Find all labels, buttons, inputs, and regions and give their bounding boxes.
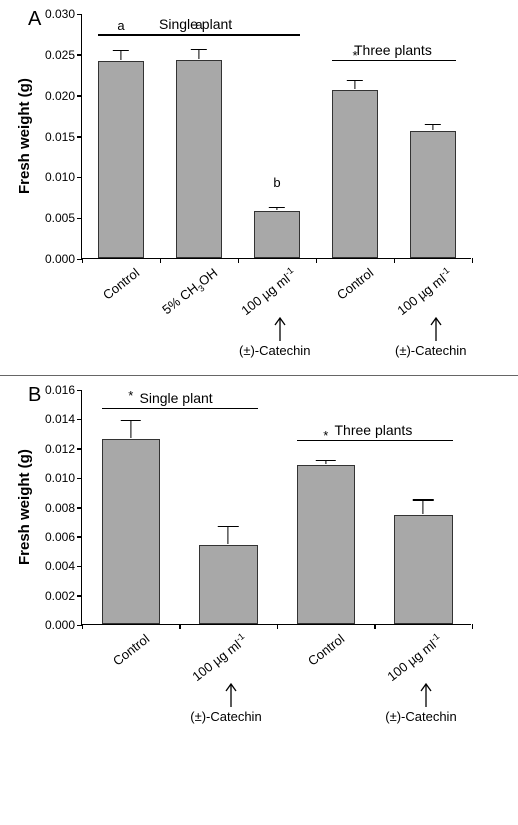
- x-category-label: 100 µg ml-1: [184, 631, 251, 688]
- panel-B-xlabels: Control 100 µg ml-1 (±)-Catechin Control 100…: [82, 625, 472, 735]
- panel-A: A Fresh weight (g) 0.0000.0050.0100.0150…: [0, 0, 518, 375]
- ytick-label: 0.010: [45, 471, 75, 485]
- x-category-label: 100 µg ml-1: [232, 265, 299, 322]
- panel-A-plot: aab*Single plantThree plants: [81, 14, 471, 259]
- catechin-label: (±)-Catechin: [190, 709, 261, 724]
- ytick-mark: [77, 419, 82, 421]
- ytick-label: 0.014: [45, 412, 75, 426]
- group-bracket: [102, 408, 258, 410]
- error-cap: [121, 420, 141, 421]
- ytick-mark: [77, 566, 82, 568]
- bar: [394, 515, 453, 624]
- ytick-label: 0.025: [45, 48, 75, 62]
- ytick-mark: [77, 136, 82, 138]
- bar: *: [332, 90, 379, 258]
- error-cap: [316, 460, 336, 461]
- group-bracket: [332, 60, 457, 62]
- ytick-label: 0.030: [45, 7, 75, 21]
- bar: [410, 131, 457, 258]
- arrow-icon: [224, 679, 238, 707]
- group-bracket: [98, 34, 301, 36]
- ytick-mark: [77, 390, 82, 392]
- panel-A-xlabels: Control5% CH3OH100 µg ml-1(±)-CatechinCo…: [82, 259, 472, 369]
- bar: [199, 545, 258, 624]
- ytick-mark: [77, 448, 82, 450]
- panel-B-plot: * * Single plant Three plants: [81, 390, 471, 625]
- ytick-label: 0.005: [45, 211, 75, 225]
- x-category-label: Control: [76, 265, 142, 321]
- error-cap: [113, 50, 129, 51]
- ytick-label: 0.008: [45, 501, 75, 515]
- error-cap: [269, 207, 285, 208]
- bar: *: [297, 465, 356, 624]
- catechin-label: (±)-Catechin: [239, 343, 310, 358]
- error-bar: [198, 49, 199, 59]
- error-bar: [120, 50, 121, 60]
- panel-B-chart: Fresh weight (g) 0.0000.0020.0040.0060.0…: [14, 390, 508, 625]
- x-category-label: Control: [86, 631, 152, 687]
- panel-A-ylabel: Fresh weight (g): [14, 14, 35, 259]
- group-bracket: [297, 440, 453, 442]
- arrow-icon: [419, 679, 433, 707]
- bar: a: [98, 61, 145, 258]
- ytick-mark: [77, 95, 82, 97]
- catechin-label: (±)-Catechin: [395, 343, 466, 358]
- ytick-mark: [77, 14, 82, 16]
- catechin-label: (±)-Catechin: [385, 709, 456, 724]
- x-category-label: Control: [310, 265, 376, 321]
- error-cap: [218, 526, 238, 527]
- panel-B: B Fresh weight (g) 0.0000.0020.0040.0060…: [0, 375, 518, 741]
- ytick-label: 0.000: [45, 252, 75, 266]
- error-cap: [413, 499, 433, 500]
- ytick-label: 0.015: [45, 130, 75, 144]
- ytick-label: 0.016: [45, 383, 75, 397]
- arrow-icon: [429, 313, 443, 341]
- ytick-label: 0.012: [45, 442, 75, 456]
- error-bar: [354, 80, 355, 89]
- ytick-label: 0.002: [45, 589, 75, 603]
- figure: A Fresh weight (g) 0.0000.0050.0100.0150…: [0, 0, 518, 741]
- ytick-mark: [77, 507, 82, 509]
- group-label: Single plant: [140, 390, 213, 406]
- error-cap: [191, 49, 207, 50]
- error-bar: [130, 420, 131, 438]
- ytick-mark: [77, 595, 82, 597]
- bar: *: [102, 439, 161, 624]
- ytick-label: 0.006: [45, 530, 75, 544]
- arrow-icon: [273, 313, 287, 341]
- group-label: Three plants: [335, 422, 413, 438]
- panel-B-yaxis: 0.0000.0020.0040.0060.0080.0100.0120.014…: [35, 390, 81, 625]
- panel-B-ylabel: Fresh weight (g): [14, 390, 35, 625]
- panel-A-yaxis: 0.0000.0050.0100.0150.0200.0250.030: [35, 14, 81, 259]
- group-label: Single plant: [159, 16, 232, 32]
- ytick-label: 0.004: [45, 559, 75, 573]
- x-category-label: 5% CH3OH: [154, 265, 222, 323]
- ytick-mark: [77, 54, 82, 56]
- ytick-mark: [77, 218, 82, 220]
- error-bar: [228, 526, 229, 544]
- ytick-mark: [77, 478, 82, 480]
- x-category-label: 100 µg ml-1: [388, 265, 455, 322]
- x-category-label: Control: [281, 631, 347, 687]
- bar: b: [254, 211, 301, 258]
- ytick-mark: [77, 536, 82, 538]
- ytick-label: 0.010: [45, 170, 75, 184]
- ytick-mark: [77, 177, 82, 179]
- error-bar: [423, 500, 424, 515]
- bar-sig-label: b: [255, 175, 300, 190]
- error-cap: [425, 124, 441, 125]
- x-category-label: 100 µg ml-1: [379, 631, 446, 688]
- bar: a: [176, 60, 223, 258]
- bar-sig-label: a: [99, 18, 144, 33]
- ytick-label: 0.020: [45, 89, 75, 103]
- panel-A-chart: Fresh weight (g) 0.0000.0050.0100.0150.0…: [14, 14, 508, 259]
- group-label: Three plants: [354, 42, 432, 58]
- error-cap: [347, 80, 363, 81]
- ytick-label: 0.000: [45, 618, 75, 632]
